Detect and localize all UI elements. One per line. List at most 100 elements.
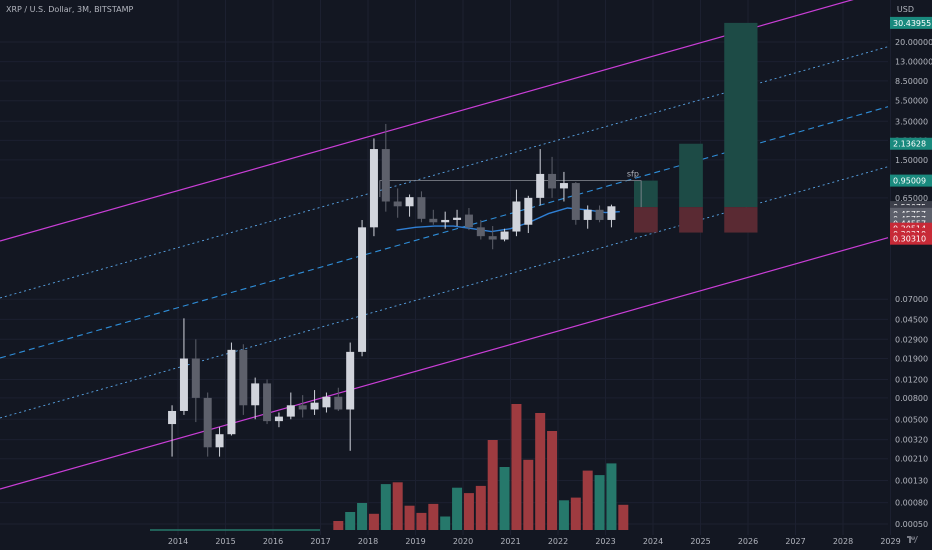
volume-bar	[511, 404, 522, 530]
y-axis-tick-label: 3.50000	[895, 117, 928, 126]
x-axis-tick-label: 2020	[453, 537, 473, 546]
candle-body	[179, 358, 188, 411]
x-axis-tick-label: 2018	[358, 537, 378, 546]
volume-bar	[547, 431, 558, 530]
candle-body	[500, 231, 509, 240]
candle-body	[476, 227, 485, 237]
candle-body	[251, 383, 260, 406]
candle-body	[263, 383, 272, 422]
candle-body	[548, 173, 557, 189]
x-axis-tick-label: 2025	[690, 537, 710, 546]
currency-label: USD	[896, 5, 914, 14]
volume-bar	[606, 463, 617, 530]
candle-body	[274, 416, 283, 422]
candle-body	[369, 149, 378, 228]
y-axis-tick-label: 0.04500	[895, 315, 928, 324]
x-axis-tick-label: 2023	[595, 537, 615, 546]
candle-body	[524, 197, 533, 225]
candle-body	[346, 351, 355, 410]
y-axis-tick-label: 0.01900	[895, 355, 928, 364]
volume-bar	[333, 521, 344, 530]
x-axis-tick-label: 2022	[548, 537, 568, 546]
candle-body	[322, 396, 331, 408]
target-zone	[679, 143, 703, 208]
x-axis-tick-label: 2019	[405, 537, 425, 546]
candle-body	[239, 349, 248, 406]
x-axis-tick-label: 2021	[500, 537, 520, 546]
x-axis-tick-label: 2015	[215, 537, 235, 546]
volume-bar	[535, 413, 546, 530]
volume-bar	[463, 493, 474, 530]
candle-body	[310, 402, 319, 410]
volume-bar	[487, 440, 498, 530]
candle-body	[441, 219, 450, 223]
price-tag	[890, 137, 932, 150]
y-axis-tick-label: 0.01200	[895, 375, 928, 384]
y-axis-tick-label: 5.50000	[895, 97, 928, 106]
candle-body	[595, 209, 604, 220]
y-axis-tick-label: 0.07000	[895, 295, 928, 304]
volume-bar	[452, 487, 463, 530]
candle-body	[417, 197, 426, 219]
x-axis-tick-label: 2024	[643, 537, 663, 546]
sfp-bracket	[379, 180, 642, 208]
volume-bar	[440, 516, 451, 530]
candle-body	[334, 396, 343, 410]
y-axis-tick-label: 1.50000	[895, 156, 928, 165]
candle-body	[381, 149, 390, 202]
candle-body	[583, 209, 592, 220]
candle-body	[215, 434, 224, 448]
candle-body	[559, 183, 568, 189]
volume-bar	[357, 503, 368, 530]
price-tag	[890, 232, 932, 245]
volume-bar	[618, 504, 629, 530]
target-zone	[634, 180, 658, 208]
candle-body	[286, 405, 295, 417]
y-axis-tick-label: 0.00210	[895, 455, 928, 464]
target-zone	[724, 22, 758, 208]
volume-bar	[499, 467, 510, 530]
candle-body	[607, 206, 616, 220]
price-tag	[890, 174, 932, 187]
y-axis-tick-label: 13.00000	[895, 58, 932, 67]
volume-bar	[570, 497, 581, 530]
y-axis-tick-label: 20.00000	[895, 38, 932, 47]
volume-bar	[416, 512, 427, 530]
volume-bar	[345, 512, 356, 530]
volume-bar	[392, 482, 403, 530]
y-axis-tick-label: 0.02900	[895, 335, 928, 344]
sfp-label: sfp	[627, 170, 639, 179]
candle-body	[393, 201, 402, 207]
stop-zone	[634, 207, 658, 233]
price-tag-label: 0.95009	[893, 177, 926, 186]
y-axis-tick-label: 0.00800	[895, 394, 928, 403]
tradingview-logo-icon[interactable]	[906, 532, 918, 544]
y-axis-tick-label: 0.00500	[895, 415, 928, 424]
x-axis-tick-label: 2029	[880, 537, 900, 546]
channel-lower-line	[0, 237, 889, 490]
x-axis-tick-label: 2026	[738, 537, 758, 546]
y-axis-tick-label: 0.00050	[895, 520, 928, 529]
y-axis-tick-label: 0.00080	[895, 499, 928, 508]
candle-body	[429, 218, 438, 223]
volume-bar	[475, 485, 486, 530]
volume-bar	[582, 470, 593, 530]
candle-body	[571, 183, 580, 220]
candle-body	[191, 358, 200, 398]
x-axis-tick-label: 2027	[785, 537, 805, 546]
price-tag	[890, 16, 932, 29]
candle-body	[298, 405, 307, 410]
volume-bar	[368, 513, 379, 530]
candle-body	[536, 173, 545, 198]
x-axis-tick-label: 2014	[168, 537, 188, 546]
volume-bar	[558, 500, 569, 530]
candle-body	[405, 197, 414, 207]
channel-mid-dashed-line	[0, 106, 889, 359]
candle-body	[488, 236, 497, 240]
y-axis-tick-label: 0.00320	[895, 436, 928, 445]
candle-body	[464, 214, 473, 228]
y-axis-tick-label: 0.00130	[895, 477, 928, 486]
volume-bar	[523, 459, 534, 530]
